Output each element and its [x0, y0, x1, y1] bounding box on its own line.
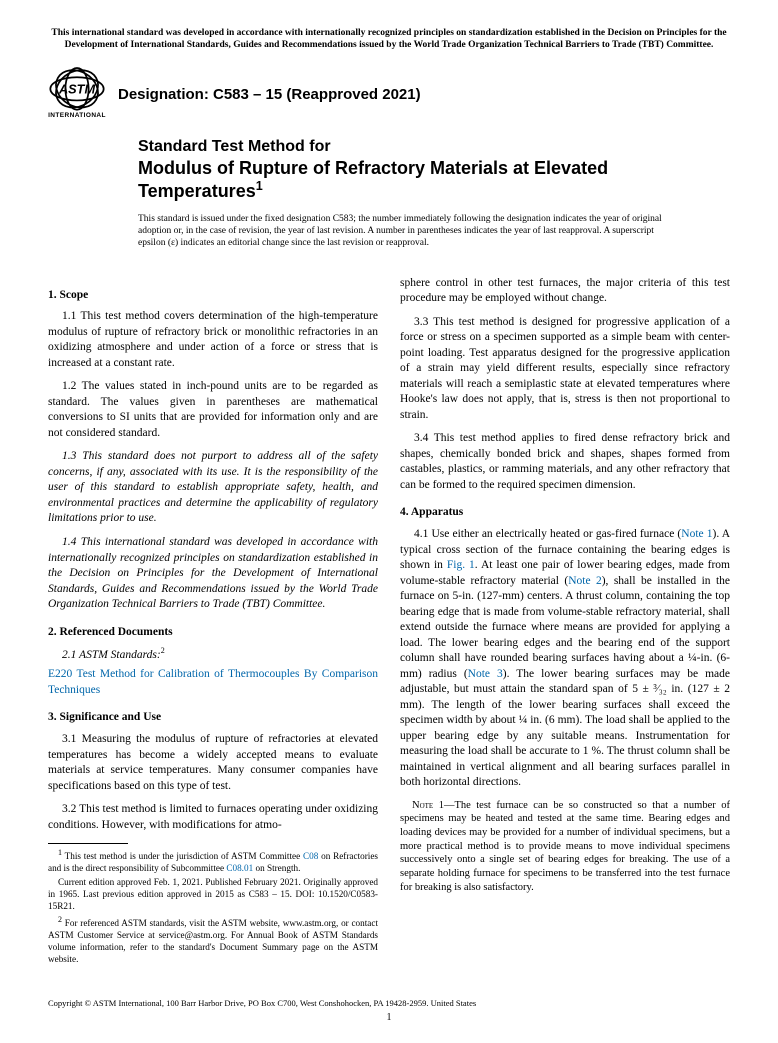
p41-d: ), shall be installed in the furnace on …: [400, 575, 730, 680]
section-1-heading: 1. Scope: [48, 288, 378, 304]
two-column-body: 1. Scope 1.1 This test method covers det…: [48, 276, 730, 968]
fn1-a: This test method is under the jurisdicti…: [62, 851, 303, 861]
fig-1-ref[interactable]: Fig. 1: [447, 559, 475, 571]
copyright-line: Copyright © ASTM International, 100 Barr…: [48, 998, 730, 1008]
para-2-1: 2.1 ASTM Standards:2: [48, 646, 378, 663]
right-column: sphere control in other test furnaces, t…: [400, 276, 730, 968]
section-2-heading: 2. Referenced Documents: [48, 625, 378, 641]
p41-e: ). The lower bearing surfaces may be mad…: [400, 668, 730, 789]
fn2-text: For referenced ASTM standards, visit the…: [48, 918, 378, 964]
p41-a: 4.1 Use either an electrically heated or…: [414, 528, 681, 540]
fn1-link-c0801[interactable]: C08.01: [226, 863, 253, 873]
document-page: This international standard was develope…: [0, 0, 778, 1043]
para-3-3: 3.3 This test method is designed for pro…: [400, 315, 730, 424]
para-3-1: 3.1 Measuring the modulus of rupture of …: [48, 732, 378, 794]
note-1-block: Note 1—The test furnace can be so constr…: [400, 799, 730, 894]
note-1-num: 1—: [433, 800, 454, 811]
para-1-4: 1.4 This international standard was deve…: [48, 535, 378, 613]
para-2-1-ital: ASTM Standards:: [79, 649, 161, 661]
note-1-text: The test furnace can be so constructed s…: [400, 800, 730, 893]
note-3-ref[interactable]: Note 3: [468, 668, 503, 680]
ref-e220-code: E220: [48, 668, 72, 680]
tbt-header-note: This international standard was develope…: [48, 28, 730, 52]
title-sup: 1: [256, 179, 263, 193]
svg-text:ASTM: ASTM: [58, 81, 96, 96]
para-3-2: 3.2 This test method is limited to furna…: [48, 802, 378, 833]
designation-line: Designation: C583 – 15 (Reapproved 2021): [118, 82, 421, 103]
para-4-1: 4.1 Use either an electrically heated or…: [400, 527, 730, 791]
astm-logo-block: ASTM INTERNATIONAL: [48, 66, 106, 119]
page-number: 1: [48, 1012, 730, 1023]
para-1-1: 1.1 This test method covers determinatio…: [48, 309, 378, 371]
para-2-1-sup: 2: [161, 646, 165, 655]
title-prefix: Standard Test Method for: [138, 137, 730, 157]
note-1-ref[interactable]: Note 1: [681, 528, 712, 540]
note-1-label: Note: [412, 800, 433, 811]
para-1-3: 1.3 This standard does not purport to ad…: [48, 449, 378, 527]
ref-e220[interactable]: E220 Test Method for Calibration of Ther…: [48, 667, 378, 698]
section-4-heading: 4. Apparatus: [400, 505, 730, 521]
ref-e220-text: Test Method for Calibration of Thermocou…: [48, 668, 378, 696]
para-3-2-cont: sphere control in other test furnaces, t…: [400, 276, 730, 307]
para-2-1-num: 2.1: [62, 649, 79, 661]
footnote-rule: [48, 843, 128, 844]
title-block: Standard Test Method for Modulus of Rupt…: [138, 137, 730, 203]
para-1-2: 1.2 The values stated in inch-pound unit…: [48, 379, 378, 441]
title-main: Modulus of Rupture of Refractory Materia…: [138, 157, 730, 203]
footnote-2: 2 For referenced ASTM standards, visit t…: [48, 915, 378, 966]
issuance-note: This standard is issued under the fixed …: [138, 213, 678, 250]
footnote-1: 1 This test method is under the jurisdic…: [48, 848, 378, 875]
note-2-ref[interactable]: Note 2: [568, 575, 602, 587]
left-column: 1. Scope 1.1 This test method covers det…: [48, 276, 378, 968]
astm-logo-icon: ASTM: [48, 66, 106, 114]
footnote-1b: Current edition approved Feb. 1, 2021. P…: [48, 877, 378, 913]
title-main-text: Modulus of Rupture of Refractory Materia…: [138, 158, 608, 202]
section-3-heading: 3. Significance and Use: [48, 710, 378, 726]
header-row: ASTM INTERNATIONAL Designation: C583 – 1…: [48, 66, 730, 119]
fn1-c: on Strength.: [253, 863, 300, 873]
fn1-link-c08[interactable]: C08: [303, 851, 318, 861]
para-3-4: 3.4 This test method applies to fired de…: [400, 431, 730, 493]
